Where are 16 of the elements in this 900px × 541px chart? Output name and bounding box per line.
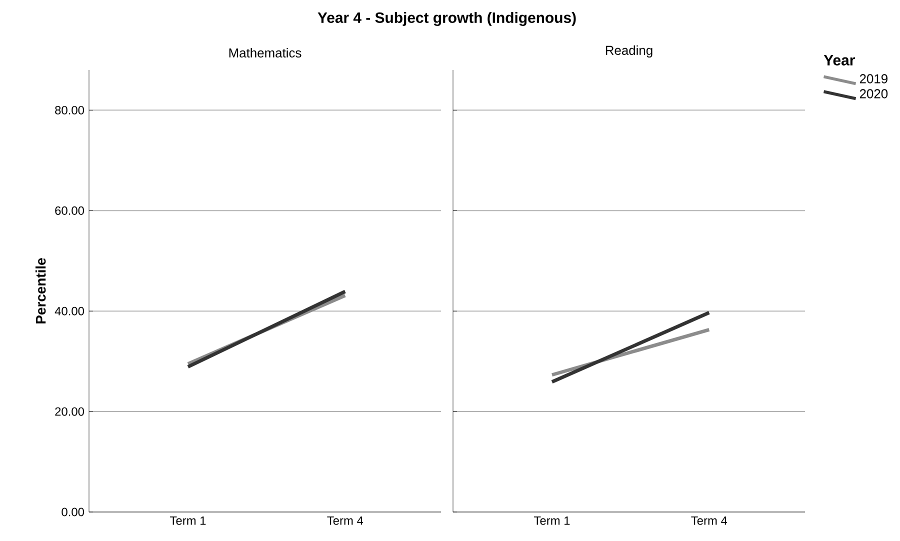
- x-tick-label: Term 4: [327, 516, 364, 525]
- x-tick-label: Term 1: [170, 516, 206, 525]
- chart-title: Year 4 - Subject growth (Indigenous): [318, 12, 576, 26]
- y-tick-label: 80.00: [55, 106, 84, 114]
- legend-label: 2020: [860, 89, 888, 98]
- y-axis-title: Percentile: [35, 258, 46, 324]
- y-tick-label: 60.00: [55, 206, 84, 215]
- y-tick-label: 0.00: [62, 508, 84, 516]
- y-tick-label: 40.00: [54, 306, 84, 316]
- legend-label: 2019: [860, 74, 888, 84]
- chart-subtitle: Mathematics: [229, 48, 302, 58]
- y-tick-label: 20.00: [55, 407, 84, 416]
- chart-subtitle: Reading: [606, 45, 652, 58]
- x-tick-label: Term 1: [534, 516, 570, 525]
- x-tick-label: Term 4: [691, 516, 728, 525]
- legend-title: Year: [824, 55, 855, 66]
